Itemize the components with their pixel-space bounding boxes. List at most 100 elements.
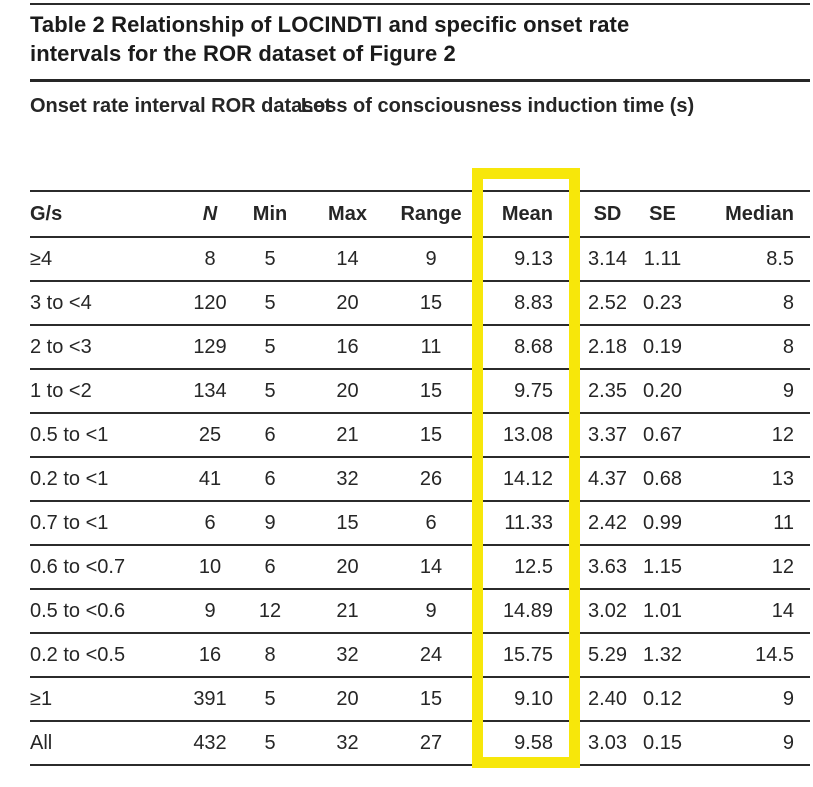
table-figure: Table 2 Relationship of LOCINDTI and spe… — [30, 0, 811, 768]
data-table: Onset rate interval ROR dataset Loss of … — [30, 82, 811, 766]
cell-mean: 9.10 — [472, 677, 580, 722]
table-row: 0.5 to <0.6 9 12 21 9 14.89 3.02 1.01 14 — [30, 589, 811, 634]
cell-min: 6 — [235, 413, 305, 458]
cell-sd: 2.35 — [580, 369, 635, 414]
stub-header: Onset rate interval ROR dataset — [30, 82, 331, 192]
table-row: 3 to <4 120 5 20 15 8.83 2.52 0.23 8 — [30, 281, 811, 326]
column-header-median: Median — [690, 191, 811, 238]
row-label: 0.5 to <1 — [30, 413, 185, 458]
cell-min: 9 — [235, 501, 305, 546]
cell-sd: 2.42 — [580, 501, 635, 546]
cell-range: 15 — [390, 281, 472, 326]
table-body: ≥4 8 5 14 9 9.13 3.14 1.11 8.5 3 to <4 120 5 20 15 8.8… — [30, 237, 811, 766]
cell-mean: 14.12 — [472, 457, 580, 502]
column-header-sd: SD — [580, 191, 635, 238]
table-title-line1: Table 2 Relationship of LOCINDTI and spe… — [30, 12, 630, 37]
cell-n: 9 — [185, 589, 235, 634]
cell-n: 41 — [185, 457, 235, 502]
table-row: All 432 5 32 27 9.58 3.03 0.15 9 — [30, 721, 811, 766]
cell-min: 12 — [235, 589, 305, 634]
cell-max: 20 — [305, 545, 390, 590]
cell-mean: 13.08 — [472, 413, 580, 458]
cell-max: 20 — [305, 281, 390, 326]
table-row: 0.6 to <0.7 10 6 20 14 12.5 3.63 1.15 12 — [30, 545, 811, 590]
cell-min: 6 — [235, 457, 305, 502]
cell-sd: 2.52 — [580, 281, 635, 326]
cell-max: 32 — [305, 721, 390, 766]
cell-min: 8 — [235, 633, 305, 678]
table-title-line2: intervals for the ROR dataset of Figure … — [30, 41, 456, 66]
cell-median: 14.5 — [690, 633, 811, 678]
cell-n: 129 — [185, 325, 235, 370]
column-header-min: Min — [235, 191, 305, 238]
cell-n: 25 — [185, 413, 235, 458]
row-label: 0.7 to <1 — [30, 501, 185, 546]
table-title: Table 2 Relationship of LOCINDTI and spe… — [30, 10, 810, 68]
cell-sd: 3.37 — [580, 413, 635, 458]
row-label: 3 to <4 — [30, 281, 185, 326]
cell-se: 0.67 — [635, 413, 690, 458]
cell-n: 8 — [185, 237, 235, 282]
cell-range: 6 — [390, 501, 472, 546]
cell-median: 14 — [690, 589, 811, 634]
column-header-range: Range — [390, 191, 472, 238]
cell-range: 9 — [390, 237, 472, 282]
cell-mean: 9.75 — [472, 369, 580, 414]
title-rule — [30, 79, 810, 82]
cell-sd: 4.37 — [580, 457, 635, 502]
cell-range: 24 — [390, 633, 472, 678]
cell-mean: 8.83 — [472, 281, 580, 326]
cell-n: 120 — [185, 281, 235, 326]
cell-min: 6 — [235, 545, 305, 590]
cell-mean: 9.13 — [472, 237, 580, 282]
cell-median: 12 — [690, 545, 811, 590]
cell-range: 9 — [390, 589, 472, 634]
cell-n: 16 — [185, 633, 235, 678]
cell-max: 20 — [305, 677, 390, 722]
cell-median: 11 — [690, 501, 811, 546]
cell-se: 1.15 — [635, 545, 690, 590]
cell-range: 27 — [390, 721, 472, 766]
table-row: 1 to <2 134 5 20 15 9.75 2.35 0.20 9 — [30, 369, 811, 414]
group-header-row: Onset rate interval ROR dataset Loss of … — [30, 82, 811, 192]
column-header-se: SE — [635, 191, 690, 238]
row-label: 0.5 to <0.6 — [30, 589, 185, 634]
cell-n: 432 — [185, 721, 235, 766]
cell-median: 9 — [690, 721, 811, 766]
cell-se: 0.12 — [635, 677, 690, 722]
cell-median: 8 — [690, 325, 811, 370]
row-label: 0.2 to <1 — [30, 457, 185, 502]
cell-max: 15 — [305, 501, 390, 546]
table-row: 0.2 to <0.5 16 8 32 24 15.75 5.29 1.32 14.5 — [30, 633, 811, 678]
cell-se: 1.32 — [635, 633, 690, 678]
cell-n: 10 — [185, 545, 235, 590]
cell-sd: 2.40 — [580, 677, 635, 722]
cell-se: 0.99 — [635, 501, 690, 546]
cell-range: 14 — [390, 545, 472, 590]
cell-min: 5 — [235, 677, 305, 722]
cell-se: 0.20 — [635, 369, 690, 414]
top-rule — [30, 3, 810, 5]
cell-mean: 11.33 — [472, 501, 580, 546]
table-row: ≥4 8 5 14 9 9.13 3.14 1.11 8.5 — [30, 237, 811, 282]
cell-max: 32 — [305, 457, 390, 502]
cell-max: 32 — [305, 633, 390, 678]
cell-se: 1.01 — [635, 589, 690, 634]
cell-median: 8.5 — [690, 237, 811, 282]
cell-n: 391 — [185, 677, 235, 722]
cell-median: 12 — [690, 413, 811, 458]
cell-min: 5 — [235, 325, 305, 370]
cell-mean: 14.89 — [472, 589, 580, 634]
cell-median: 9 — [690, 677, 811, 722]
column-header-gs: G/s — [30, 191, 185, 238]
table-row: 0.5 to <1 25 6 21 15 13.08 3.37 0.67 12 — [30, 413, 811, 458]
cell-sd: 3.63 — [580, 545, 635, 590]
cell-n: 134 — [185, 369, 235, 414]
cell-min: 5 — [235, 281, 305, 326]
cell-mean: 15.75 — [472, 633, 580, 678]
row-label: 0.2 to <0.5 — [30, 633, 185, 678]
cell-se: 0.19 — [635, 325, 690, 370]
row-label: 0.6 to <0.7 — [30, 545, 185, 590]
cell-sd: 3.14 — [580, 237, 635, 282]
cell-se: 0.68 — [635, 457, 690, 502]
